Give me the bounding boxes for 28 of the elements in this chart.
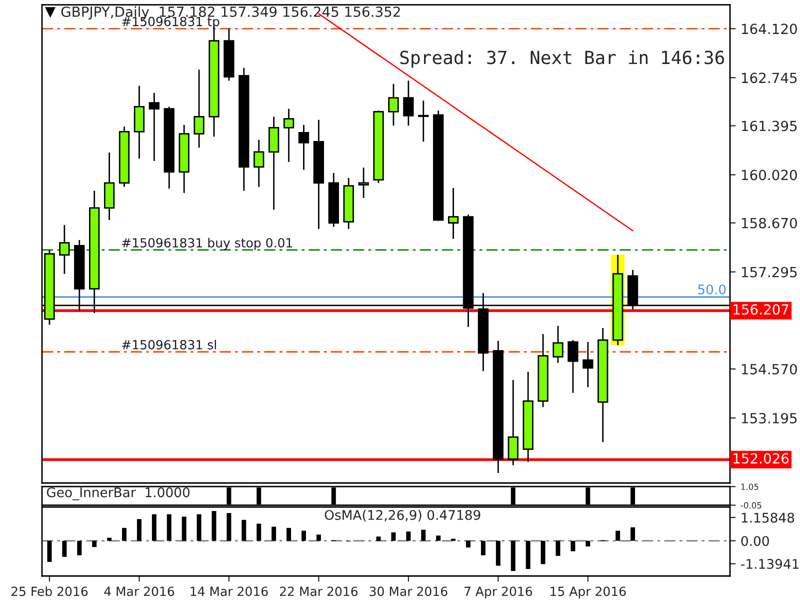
ref-line-label: #150961831 buy stop 0.01: [122, 238, 292, 250]
y-tick-label: 160.020: [742, 170, 797, 180]
y-tick-label: 153.195: [742, 412, 797, 424]
ref-line-label: 156.207: [734, 304, 788, 315]
y-tick-label: -1.13941: [741, 558, 799, 569]
x-tick-label: 30 Mar 2016: [370, 586, 448, 596]
chart-title: Geo_InnerBar 1.0000: [46, 487, 190, 500]
x-tick-label: 15 Apr 2016: [550, 586, 626, 599]
y-tick-label: -0.05: [740, 502, 762, 508]
y-tick-label: 1.15848: [742, 512, 794, 523]
y-tick-label: 164.120: [742, 24, 797, 34]
x-tick-label: 22 Mar 2016: [280, 586, 358, 596]
ref-line-label: 152.026: [734, 453, 789, 464]
chart-title: OsMA(12,26,9) 0.47189: [324, 510, 480, 522]
annotation: 50.0: [698, 284, 726, 294]
y-tick-label: 157.295: [742, 266, 797, 278]
ref-line-label: #150961831 sl: [122, 340, 216, 350]
x-tick-label: 7 Apr 2016: [464, 586, 532, 599]
y-tick-label: 1.05: [741, 484, 758, 490]
x-tick-label: 25 Feb 2016: [12, 586, 88, 596]
y-tick-label: 158.670: [742, 218, 797, 228]
annotation: Spread: 37. Next Bar in 146:36: [400, 50, 724, 68]
y-tick-label: 162.745: [742, 72, 797, 84]
y-tick-label: 0.00: [741, 536, 769, 546]
x-tick-label: 14 Mar 2016: [190, 586, 268, 596]
x-tick-label: 4 Mar 2016: [104, 586, 174, 596]
y-tick-label: 154.570: [742, 364, 797, 374]
y-tick-label: 161.395: [742, 120, 797, 132]
